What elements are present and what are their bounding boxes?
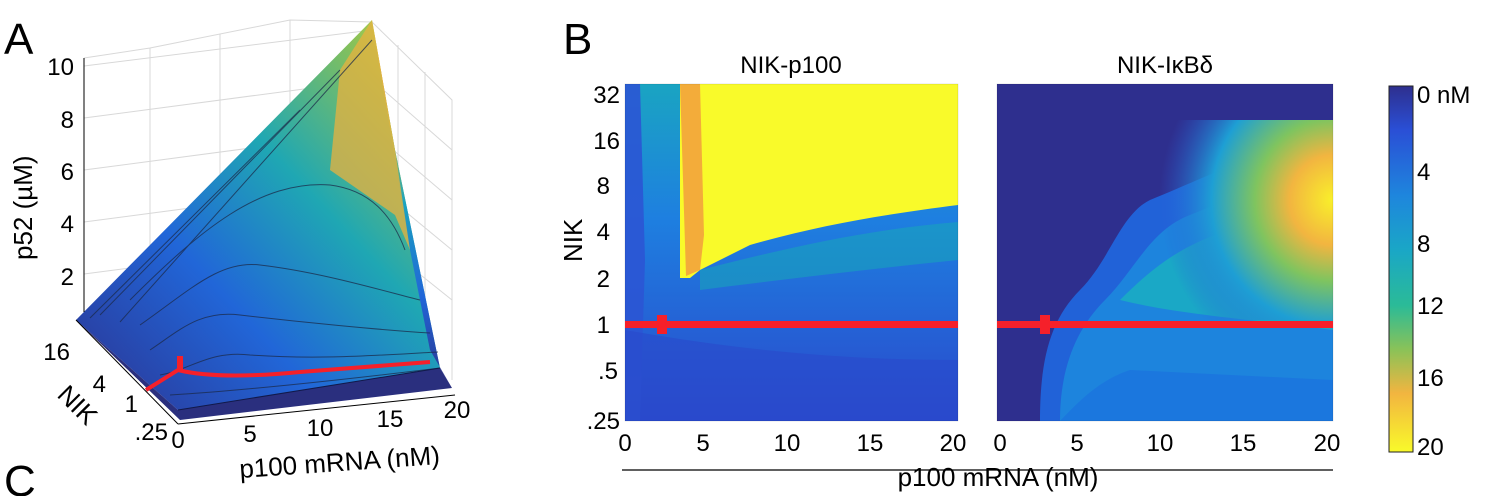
- heatmap-red-line: [625, 321, 958, 328]
- colorbar-gradient: [1388, 85, 1414, 453]
- y-tick-label: .5: [598, 358, 618, 385]
- x-tick-label: 5: [243, 421, 256, 448]
- x-tick-label: 15: [1230, 430, 1257, 457]
- surface-peak-highlight: [330, 20, 410, 250]
- y-tick-label: 16: [43, 339, 70, 366]
- shared-x-axis-label: p100 mRNA (nM): [898, 462, 1099, 492]
- surface-plot: 10 8 6 4 2 p52 (µM) 16 4 1 .25 NIK 0 5 1…: [8, 19, 470, 484]
- x-tick-label: 0: [171, 427, 184, 454]
- x-tick-label: 5: [696, 430, 709, 457]
- colorbar-tick-label: 20: [1417, 434, 1444, 461]
- z-tick-label: 8: [61, 107, 74, 134]
- colorbar-tick-label: 16: [1417, 365, 1444, 392]
- surface-contours: [89, 39, 441, 396]
- z-tick-label: 6: [61, 159, 74, 186]
- y-tick-label: 1: [125, 391, 138, 418]
- y-tick-label: 32: [593, 82, 620, 109]
- colorbar-tick-label: 4: [1417, 159, 1430, 186]
- y-tick-label: 8: [597, 173, 610, 200]
- heatmap-red-marker: [657, 315, 667, 334]
- panel-label-a: A: [4, 15, 34, 64]
- x-tick-label: 10: [1147, 430, 1174, 457]
- z-tick-label: 4: [61, 211, 74, 238]
- y-tick-label: 2: [597, 266, 610, 293]
- panel-label-c: C: [4, 457, 36, 496]
- z-tick-label: 2: [61, 264, 74, 291]
- x-tick-label: 20: [940, 430, 967, 457]
- surface-y-ticks: 16 4 1 .25: [43, 339, 168, 446]
- y-tick-label: 1: [597, 312, 610, 339]
- y-tick-label: 16: [593, 128, 620, 155]
- x-tick-label: 15: [377, 406, 404, 433]
- x-tick-label: 0: [618, 430, 631, 457]
- heatmap-title: NIK-p100: [740, 52, 841, 79]
- heatmap-nik-ikbd: NIK-IκBδ 0 5 10 15 20: [993, 52, 1340, 457]
- x-tick-label: 0: [993, 430, 1006, 457]
- surface-red-line: [144, 360, 431, 392]
- surface-red-marker: [177, 356, 183, 372]
- x-tick-label: 5: [1070, 430, 1083, 457]
- x-tick-label: 10: [774, 430, 801, 457]
- surface-z-axis-label: p52 (µM): [8, 155, 38, 260]
- heatmap-x-ticks: 0 5 10 15 20: [993, 430, 1340, 457]
- heatmap-nik-p100: NIK-p100 32 16 8 4 2 1 .5 .25 NIK 0 5 1: [558, 52, 966, 457]
- heatmap-y-ticks: 32 16 8 4 2 1 .5 .25: [587, 82, 620, 435]
- x-tick-label: 20: [1314, 430, 1341, 457]
- z-tick-label: 10: [47, 54, 74, 81]
- colorbar-tick-label: 12: [1417, 293, 1444, 320]
- heatmap-red-line: [997, 321, 1333, 328]
- colorbar-tick-label: 0 nM: [1417, 82, 1470, 109]
- x-tick-label: 15: [857, 430, 884, 457]
- x-tick-label: 20: [444, 397, 471, 424]
- heatmap-red-marker: [1040, 315, 1050, 334]
- panel-label-b: B: [563, 15, 592, 64]
- heatmap-x-ticks: 0 5 10 15 20: [618, 430, 966, 457]
- surface-z-ticks: 10 8 6 4 2: [47, 54, 74, 291]
- surface-x-axis-label: p100 mRNA (nM): [238, 440, 440, 484]
- colorbar: 0 nM 4 8 12 16 20: [1388, 82, 1470, 461]
- y-tick-label: .25: [135, 419, 168, 446]
- y-tick-label: 4: [597, 219, 610, 246]
- y-tick-label: 4: [93, 371, 106, 398]
- heatmap-y-axis-label: NIK: [558, 218, 588, 262]
- x-tick-label: 10: [307, 415, 334, 442]
- colorbar-ticks: 0 nM 4 8 12 16 20: [1417, 82, 1470, 461]
- y-tick-label: .25: [587, 408, 620, 435]
- colorbar-tick-label: 8: [1417, 231, 1430, 258]
- surface-x-ticks: 0 5 10 15 20: [171, 397, 470, 454]
- heatmap-title: NIK-IκBδ: [1117, 52, 1213, 79]
